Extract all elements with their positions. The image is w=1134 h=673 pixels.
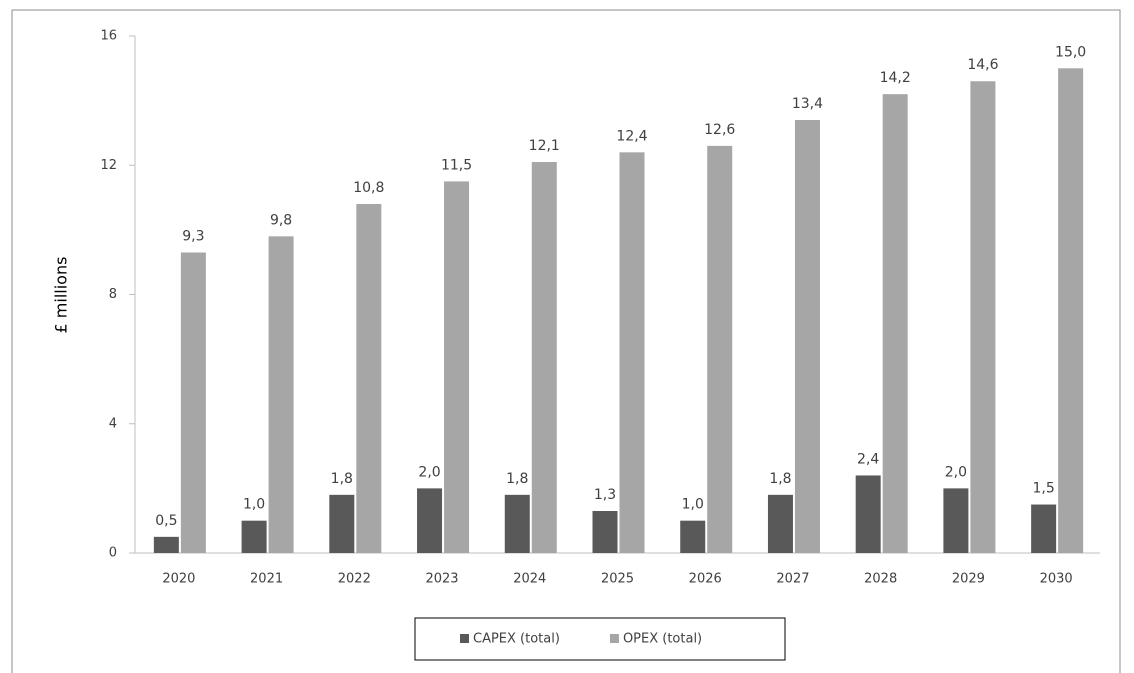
bar: [531, 162, 557, 554]
bar: [504, 494, 530, 553]
value-label: 1,0: [243, 497, 265, 513]
x-tick-label: 2029: [952, 572, 985, 587]
y-axis-label: £ millions: [52, 257, 71, 334]
value-label: 2,0: [418, 464, 440, 480]
value-label: 15,0: [1055, 44, 1086, 60]
value-label: 2,0: [945, 464, 967, 480]
bar: [444, 181, 470, 553]
x-tick-label: 2024: [513, 572, 546, 587]
legend-swatch: [609, 634, 619, 643]
value-label: 1,3: [594, 487, 616, 503]
value-label: 9,8: [270, 212, 292, 228]
bar: [707, 145, 733, 554]
bar: [1031, 504, 1057, 553]
value-label: 1,8: [331, 471, 353, 487]
y-tick-label: 4: [109, 416, 117, 431]
x-tick-label: 2030: [1040, 572, 1073, 587]
x-tick-label: 2020: [162, 572, 195, 587]
bar: [329, 494, 355, 553]
y-tick-label: 0: [109, 546, 117, 561]
y-tick-label: 8: [109, 287, 117, 302]
value-label: 10,8: [353, 180, 384, 196]
value-label: 11,5: [441, 157, 472, 173]
bar: [767, 494, 793, 553]
y-tick-label: 16: [100, 29, 117, 44]
value-label: 1,8: [769, 471, 791, 487]
bar: [970, 81, 996, 554]
x-tick-label: 2028: [864, 572, 897, 587]
value-label: 12,6: [704, 122, 735, 138]
bar: [619, 152, 645, 553]
legend-box: [414, 617, 786, 661]
bar: [680, 520, 706, 553]
x-tick-label: 2025: [601, 572, 634, 587]
value-label: 1,5: [1033, 481, 1055, 497]
value-label: 1,0: [682, 497, 704, 513]
legend-label: OPEX (total): [623, 632, 702, 647]
x-tick-label: 2021: [250, 572, 283, 587]
legend-swatch: [460, 634, 469, 643]
value-label: 12,4: [616, 128, 647, 144]
x-tick-label: 2022: [338, 572, 371, 587]
x-tick-label: 2026: [689, 572, 722, 587]
bar: [855, 475, 881, 553]
legend-label: CAPEX (total): [473, 632, 560, 647]
bar: [794, 120, 820, 553]
bar: [417, 488, 443, 553]
bar: [882, 94, 908, 553]
bar: [268, 236, 294, 553]
bar: [180, 252, 206, 553]
bar: [592, 510, 618, 553]
value-label: 2,4: [857, 451, 879, 467]
value-label: 1,8: [506, 471, 528, 487]
chart-frame: [11, 9, 1121, 673]
bar: [1058, 68, 1084, 553]
value-label: 9,3: [182, 228, 204, 244]
x-tick-label: 2027: [776, 572, 809, 587]
bar: [356, 204, 382, 553]
x-tick-label: 2023: [425, 572, 458, 587]
y-tick-label: 12: [100, 158, 117, 173]
value-label: 14,2: [880, 70, 911, 86]
value-label: 12,1: [529, 138, 560, 154]
bar: [153, 536, 179, 553]
value-label: 14,6: [967, 57, 998, 73]
bar: [943, 488, 969, 553]
value-label: 0,5: [155, 513, 177, 529]
value-label: 13,4: [792, 96, 823, 112]
bar: [241, 520, 267, 553]
